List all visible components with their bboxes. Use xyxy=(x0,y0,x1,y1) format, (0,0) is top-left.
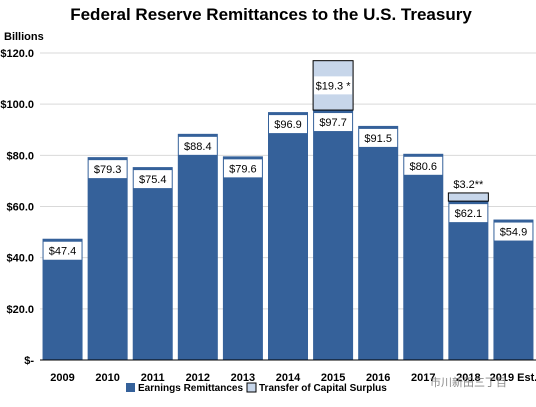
bar-earnings-2019 xyxy=(493,219,534,360)
data-label-box xyxy=(133,170,172,189)
bar-earnings-2010 xyxy=(87,157,128,360)
bar-surplus-2018 xyxy=(447,192,489,202)
x-tick-label: 2011 xyxy=(141,372,165,384)
bar-earnings-2014 xyxy=(268,112,308,360)
y-tick-label: $100.0 xyxy=(0,99,34,111)
y-tick-label: $80.0 xyxy=(6,150,34,162)
x-tick-label: 2019 Est. xyxy=(490,372,536,384)
bar-earnings-2011 xyxy=(132,167,173,360)
data-label-box xyxy=(223,159,262,178)
data-label: $54.9 xyxy=(500,227,528,239)
x-tick-label: 2012 xyxy=(186,372,210,384)
data-label: $97.7 xyxy=(319,117,347,129)
data-label: $19.3 * xyxy=(316,80,352,92)
data-label-box xyxy=(314,113,353,132)
data-label: $79.3 xyxy=(94,164,122,176)
data-label-box xyxy=(359,128,398,147)
data-label-box xyxy=(449,204,488,223)
bar-earnings-2017 xyxy=(403,153,444,360)
data-label: $47.4 xyxy=(49,246,77,258)
x-tick-label: 2017 xyxy=(411,372,435,384)
x-axis-ticks: 2009 2010 2011 2012 2013 2014 2015 2016 2017 2018… xyxy=(50,372,536,384)
data-label: $3.2** xyxy=(453,179,484,191)
data-label-box xyxy=(269,115,307,134)
x-tick-label: 2016 xyxy=(366,372,390,384)
chart-title: Federal Reserve Remittances to the U.S. … xyxy=(70,5,472,24)
bar-earnings-2013 xyxy=(222,156,263,360)
data-label-box xyxy=(404,156,443,175)
y-tick-label: $20.0 xyxy=(6,304,34,316)
bar-earnings-2018 xyxy=(448,201,489,360)
x-tick-label: 2018 xyxy=(456,372,480,384)
y-axis-units-label: Billions xyxy=(4,31,44,43)
bar-earnings-2012 xyxy=(177,133,218,360)
x-tick-label: 2014 xyxy=(276,372,301,384)
data-label: $88.4 xyxy=(184,141,212,153)
bar-earnings-2016 xyxy=(358,125,399,360)
data-label-box xyxy=(314,76,353,95)
data-label: $80.6 xyxy=(410,161,438,173)
data-label-box xyxy=(178,136,217,155)
bars: $47.4 $79.3 $75.4 $88.4 $79.6 $96.9 $97.7 $19.3… xyxy=(42,60,534,360)
legend-swatch-surplus xyxy=(246,382,257,393)
x-tick-label: 2010 xyxy=(95,372,119,384)
data-label: $62.1 xyxy=(455,208,483,220)
y-axis-ticks: $- $20.0 $40.0 $60.0 $80.0 $100.0 $120.0 xyxy=(0,48,34,367)
data-label: $75.4 xyxy=(139,174,167,186)
y-tick-label: $40.0 xyxy=(6,253,34,265)
y-tick-label: $120.0 xyxy=(0,48,34,60)
data-label: $96.9 xyxy=(274,119,302,131)
legend-label-surplus: Transfer of Capital Surplus xyxy=(259,383,387,394)
watermark: 市川新田三丁目 xyxy=(430,375,507,389)
y-tick-label: $- xyxy=(24,355,34,367)
y-tick-label: $60.0 xyxy=(6,202,34,214)
data-label-box xyxy=(43,241,82,260)
legend: Earnings Remittances Transfer of Capital … xyxy=(126,382,387,394)
data-label-box xyxy=(88,160,127,179)
x-tick-label: 2013 xyxy=(231,372,255,384)
data-label-box xyxy=(494,222,533,241)
x-tick-label: 2015 xyxy=(321,372,345,384)
data-label: $91.5 xyxy=(364,133,392,145)
data-label: $79.6 xyxy=(229,163,257,175)
x-tick-label: 2009 xyxy=(50,372,74,384)
legend-label-earnings: Earnings Remittances xyxy=(138,383,243,394)
legend-swatch-earnings xyxy=(126,383,135,392)
bar-earnings-2015 xyxy=(313,110,354,360)
